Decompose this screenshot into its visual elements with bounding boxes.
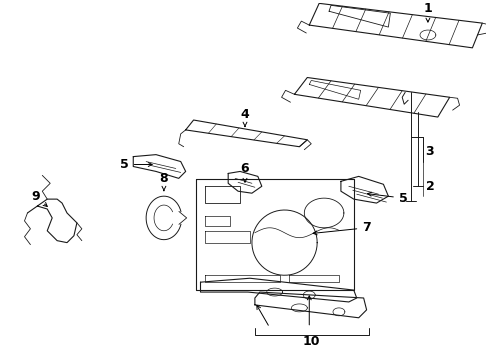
Text: 5: 5	[366, 192, 407, 204]
Text: 3: 3	[425, 145, 433, 158]
Text: 4: 4	[240, 108, 249, 126]
Text: 8: 8	[159, 172, 168, 190]
Text: 9: 9	[31, 190, 47, 207]
Text: 7: 7	[312, 221, 370, 235]
Text: 10: 10	[302, 335, 319, 348]
Text: 6: 6	[240, 162, 249, 182]
Text: 5: 5	[120, 158, 152, 171]
Text: 2: 2	[425, 180, 433, 193]
Text: 1: 1	[423, 2, 431, 22]
